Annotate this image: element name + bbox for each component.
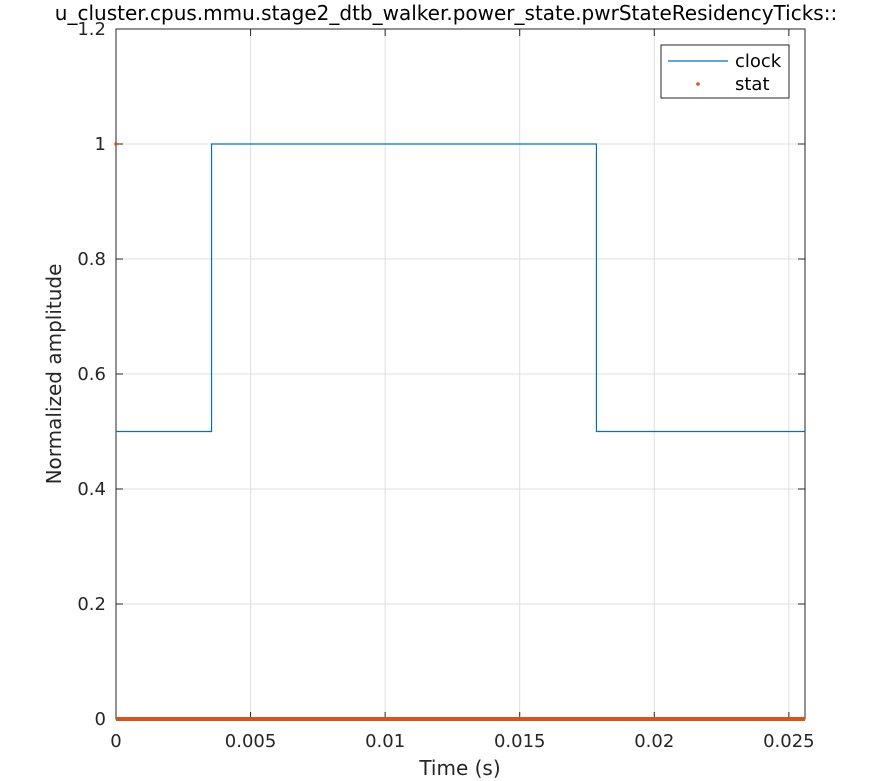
y-tick-labels: 0 0.2 0.4 0.6 0.8 1 1.2 <box>77 19 106 730</box>
x-tick-label: 0.025 <box>763 731 815 752</box>
y-tick-label: 0 <box>95 709 106 730</box>
series-stat-point <box>114 142 118 146</box>
y-tick-label: 0.6 <box>77 364 106 385</box>
legend: clock stat <box>660 44 790 99</box>
x-tick-label: 0.015 <box>494 731 546 752</box>
legend-box <box>660 44 790 99</box>
legend-stat-label: stat <box>735 74 770 95</box>
chart-title: u_cluster.cpus.mmu.stage2_dtb_walker.pow… <box>55 1 837 25</box>
legend-stat-marker <box>696 82 700 86</box>
x-tick-label: 0.02 <box>634 731 674 752</box>
series-clock-line <box>116 143 805 433</box>
y-axis-label: Normalized amplitude <box>42 264 66 485</box>
x-tick-label: 0.005 <box>225 731 277 752</box>
y-tick-label: 1.2 <box>77 19 106 40</box>
x-axis-label: Time (s) <box>418 756 500 780</box>
x-tick-label: 0 <box>110 731 121 752</box>
x-tick-labels: 0 0.005 0.01 0.015 0.02 0.025 <box>110 731 814 752</box>
y-tick-label: 1 <box>95 134 106 155</box>
legend-clock-label: clock <box>735 51 782 72</box>
x-tick-label: 0.01 <box>365 731 405 752</box>
y-tick-label: 0.2 <box>77 594 106 615</box>
y-tick-label: 0.4 <box>77 479 106 500</box>
series-layer <box>114 142 805 721</box>
y-tick-label: 0.8 <box>77 249 106 270</box>
